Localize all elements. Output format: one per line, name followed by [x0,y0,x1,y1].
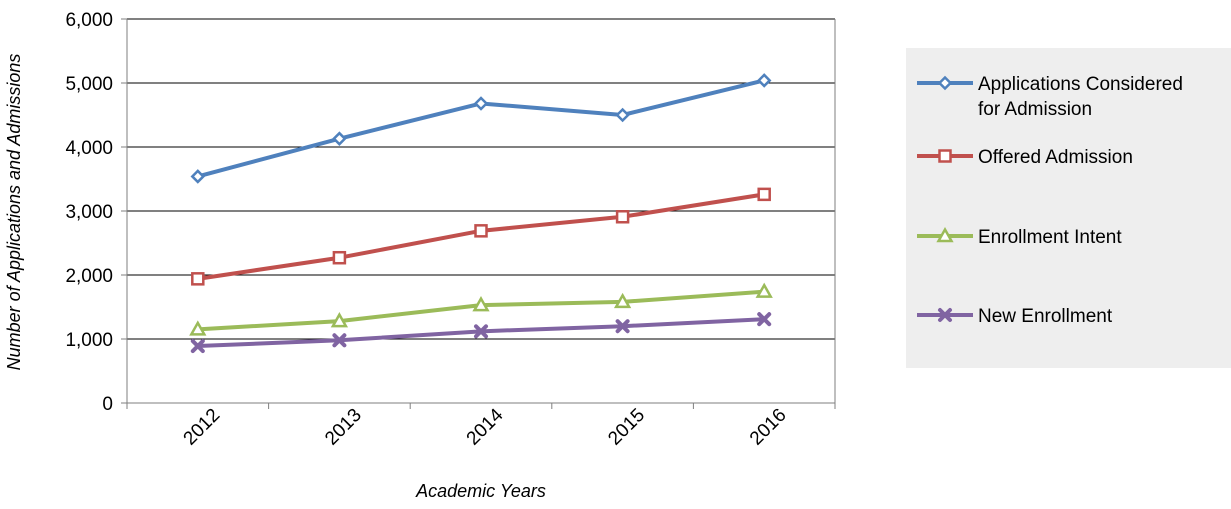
x-axis-ticks: 2012 2013 2014 2015 2016 [126,403,836,450]
data-point [615,107,630,123]
data-point [938,308,952,322]
legend-label: Offered Admission [978,147,1133,168]
data-point [613,292,632,309]
y-tick-label: 3,000 [65,202,113,223]
legend-item: Applications Considered for Admission [917,74,1183,120]
marker-stroke [332,333,347,348]
legend-label: Applications Considered [978,74,1183,95]
legend: Applications Considered for Admission Offe… [906,48,1231,368]
data-point [757,187,771,202]
legend-label: for Admission [978,99,1092,120]
data-point [757,312,772,327]
x-axis-title: Academic Years [415,481,546,501]
data-point [937,75,953,91]
data-point [190,169,206,184]
legend-label: New Enrollment [978,306,1113,327]
data-point [472,296,490,312]
series-group [189,73,773,354]
legend-label: Enrollment Intent [978,227,1122,248]
data-point [190,339,205,354]
data-point [473,96,489,111]
series-line [197,78,765,179]
legend-item: Enrollment Intent [917,226,1122,248]
y-tick-label: 6,000 [65,10,113,31]
marker-stroke [190,339,205,354]
y-tick-label: 4,000 [65,138,113,159]
marker-stroke [615,319,630,334]
data-point [936,226,954,243]
x-tick-label: 2014 [463,404,508,449]
marker-stroke [474,324,488,339]
y-tick-label: 0 [102,394,113,415]
data-point [332,333,347,348]
data-point [615,210,630,224]
legend-item: Offered Admission [917,147,1133,168]
data-point [474,224,488,238]
data-point [756,73,772,88]
gridlines [127,18,835,340]
data-point [332,250,347,265]
data-point [189,320,207,336]
data-point [191,272,205,286]
x-tick-label: 2013 [321,405,366,450]
legend-item: New Enrollment [917,306,1113,327]
y-axis-title: Number of Applications and Admissions [4,54,24,371]
marker-stroke [938,308,952,322]
data-point [330,312,349,328]
y-tick-label: 2,000 [65,266,113,287]
data-point [755,282,773,298]
x-tick-label: 2012 [180,405,225,450]
data-point [615,319,630,334]
y-axis-ticks: 0 1,000 2,000 3,000 4,000 5,000 6,000 [65,10,127,415]
marker-stroke [757,312,772,327]
series-enrollment-intent [189,282,773,336]
series-new-enrollment [190,312,772,354]
data-point [938,149,952,163]
data-point [474,324,488,339]
data-point [332,131,347,146]
series-applications-considered-for-admission [190,73,772,184]
x-tick-label: 2016 [746,405,791,450]
y-tick-label: 1,000 [65,330,113,351]
series-offered-admission [191,187,771,286]
x-tick-label: 2015 [604,405,649,450]
y-tick-label: 5,000 [65,74,113,95]
